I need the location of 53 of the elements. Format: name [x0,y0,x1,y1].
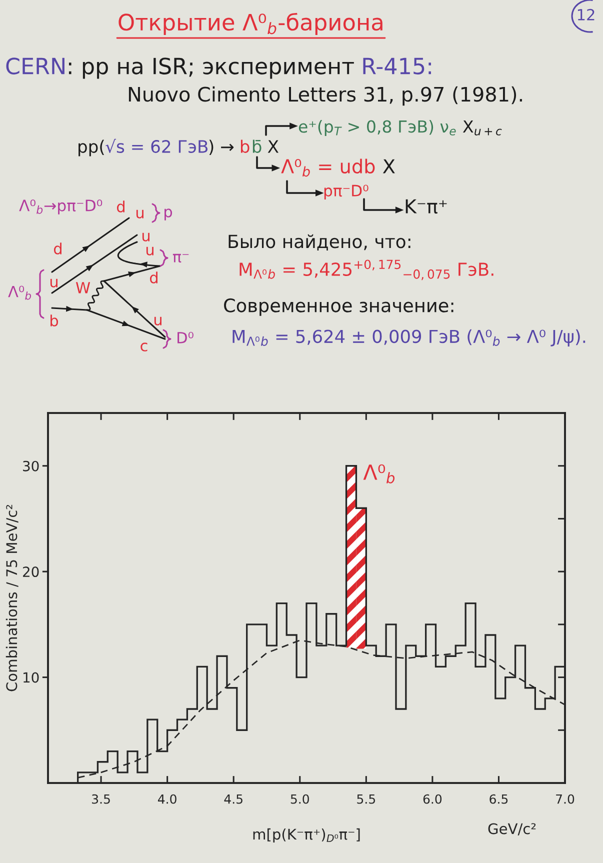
text: Было найдено, что: [228,234,410,250]
text: W [76,282,90,294]
text: GeV/c² [488,823,536,836]
chart-title: Открытие Λ⁰$_{b}$-бариона [118,12,382,36]
text: X$_{u+c}$ [462,120,502,136]
text: p [164,208,172,220]
x-tick-label: 5.5 [357,794,375,804]
text: ) → [209,140,234,155]
text: K⁻π⁺ [406,199,447,214]
text: u [136,210,144,218]
text: b [50,314,58,326]
text: Λ⁰$_{b}$→pπ⁻D⁰ [19,200,102,214]
text: c [140,342,148,352]
x-tick-label: 7.0 [556,794,574,804]
text: pp( [78,140,104,156]
text: b [240,140,250,153]
text: π⁻ [172,254,189,263]
text: M$_{Λ⁰b}$ = 5,425$^{+0,175}$$_{−0,075}$ ГэВ. [240,260,494,280]
text: Λ⁰$_{b}$ [8,286,32,300]
text: u [142,232,150,242]
text: u [146,246,154,256]
text: D⁰ [178,332,194,344]
x-tick-label: 4.5 [224,794,242,804]
y-axis-title: Combinations / 75 MeV/c² [6,504,18,692]
text: b̄ [252,140,262,153]
x-axis-title: m[p(K⁻π⁺)$_{D⁰}$π⁻] [253,828,360,843]
y-tick-label: 30 [23,460,39,472]
text: pπ⁻D⁰ [324,184,368,200]
annotation: Λ⁰$_{b}$ [363,464,395,484]
text: √s = 62 ГэВ [106,138,208,154]
text: Λ⁰$_{b}$ = udb [281,158,375,177]
text: d [150,272,158,284]
y-tick-label: 20 [23,566,39,578]
text: u [50,278,58,288]
text: M$_{Λ⁰b}$ = 5,624 ± 0,009 ГэВ (Λ⁰$_{b}$ → Λ⁰ J/ψ). [232,329,586,347]
text: d [54,242,62,254]
text: : pp на ISR; эксперимент [68,58,354,79]
text: Nuovo Cimento Letters 31, p.97 (1981). [128,86,522,106]
text: X [268,140,278,153]
text: e⁺(p$_{T}$ > 0,8 ГэВ) ν$_{e}$ [298,120,456,136]
text: 12 [578,8,594,20]
text: d [116,200,124,212]
text: X [382,159,395,174]
x-tick-label: 6.0 [423,794,442,804]
y-tick-label: 10 [24,672,39,683]
x-tick-label: 4.0 [158,794,176,804]
x-tick-label: 6.5 [490,794,508,804]
text: u [154,316,162,326]
x-tick-label: 5.0 [290,794,309,804]
x-tick-label: 3.5 [92,794,110,804]
text: R-415: [363,58,431,74]
text: CERN [6,58,64,74]
text: Современное значение: [224,298,454,316]
